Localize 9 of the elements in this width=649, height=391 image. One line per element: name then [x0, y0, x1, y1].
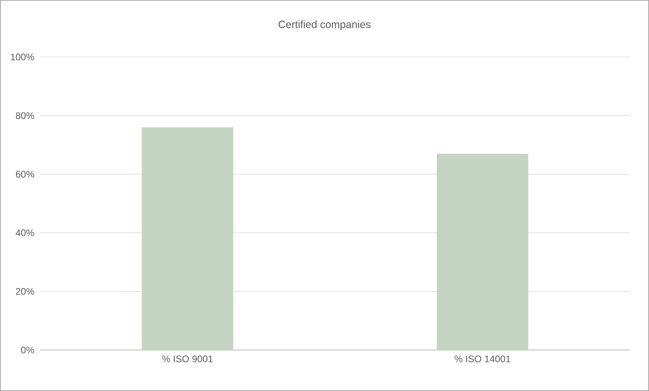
y-tick-label: 20% — [16, 288, 34, 295]
y-tick-label: 60% — [16, 170, 34, 178]
y-tick-label: 0% — [21, 346, 34, 354]
y-tick-label: 40% — [16, 229, 34, 236]
x-tick-label: % ISO 9001 — [162, 356, 213, 362]
y-tick-label: 100% — [10, 54, 34, 60]
chart-title: Certified companies — [278, 20, 370, 30]
x-tick-label: % ISO 14001 — [454, 356, 510, 362]
y-tick-label: 80% — [16, 112, 34, 119]
